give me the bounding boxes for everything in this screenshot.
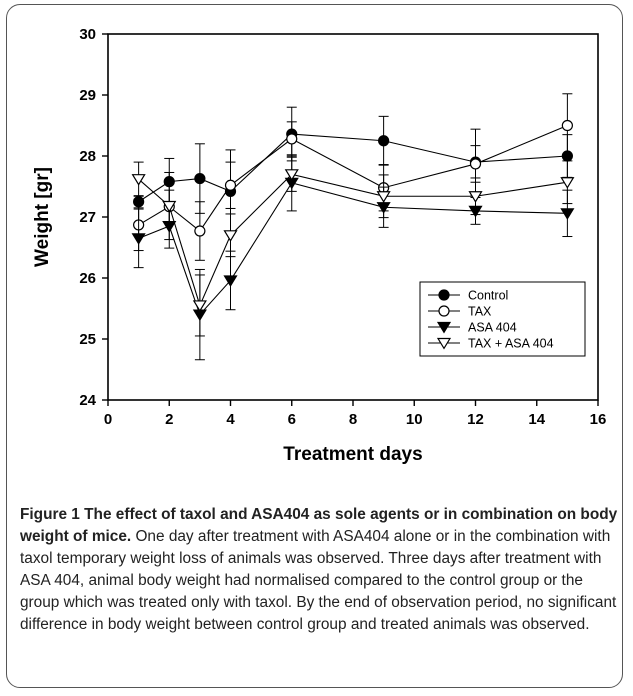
y-tick-label: 27 — [79, 209, 96, 226]
legend-label: Control — [468, 289, 508, 303]
series-asa-404 — [131, 154, 575, 361]
data-point — [376, 191, 391, 203]
y-tick-label: 30 — [79, 26, 96, 43]
x-tick-label: 10 — [406, 411, 423, 428]
x-tick-label: 14 — [528, 411, 545, 428]
x-tick-label: 16 — [590, 411, 607, 428]
legend-label: ASA 404 — [468, 321, 517, 335]
data-point — [192, 300, 207, 313]
data-point — [286, 133, 298, 145]
data-point — [284, 169, 299, 181]
y-tick-label: 29 — [79, 87, 96, 104]
x-tick-label: 6 — [288, 411, 296, 428]
series-line — [138, 182, 568, 316]
x-tick-label: 2 — [165, 411, 173, 428]
data-point — [468, 191, 483, 203]
caption-title: Figure 1 The effect of taxol and ASA404 … — [20, 506, 618, 545]
legend-label: TAX — [468, 305, 492, 319]
caption-text: One day after treatment with ASA404 alon… — [20, 528, 617, 633]
series-tax-asa-404 — [131, 156, 575, 337]
data-point — [224, 179, 237, 191]
data-point — [162, 200, 177, 213]
y-tick-label: 24 — [79, 392, 96, 409]
data-point — [378, 135, 390, 147]
legend-marker — [436, 321, 452, 334]
series-tax — [133, 93, 573, 261]
y-tick-label: 28 — [79, 148, 96, 165]
data-point — [223, 230, 238, 242]
x-axis-label: Treatment days — [283, 444, 422, 465]
data-point — [561, 119, 573, 132]
data-point — [194, 225, 206, 237]
x-tick-label: 12 — [467, 411, 484, 428]
x-tick-label: 8 — [349, 411, 357, 428]
data-point — [560, 208, 575, 220]
figure-caption: Figure 1 The effect of taxol and ASA404 … — [20, 504, 620, 636]
series-line — [138, 173, 568, 308]
data-point — [560, 177, 575, 189]
data-point — [469, 158, 482, 170]
x-tick-label: 4 — [226, 411, 235, 428]
y-tick-label: 25 — [79, 331, 96, 348]
series-line — [138, 124, 568, 232]
legend-marker — [438, 289, 450, 301]
y-axis-label: Weight [gr] — [32, 167, 53, 267]
data-point — [131, 174, 146, 186]
legend-label: TAX + ASA 404 — [468, 337, 554, 351]
legend-marker — [436, 337, 452, 350]
y-tick-label: 26 — [79, 270, 96, 287]
x-tick-label: 0 — [104, 411, 112, 428]
data-point — [223, 275, 238, 287]
legend-marker — [438, 305, 450, 317]
data-point — [194, 172, 206, 185]
data-point — [131, 233, 146, 245]
